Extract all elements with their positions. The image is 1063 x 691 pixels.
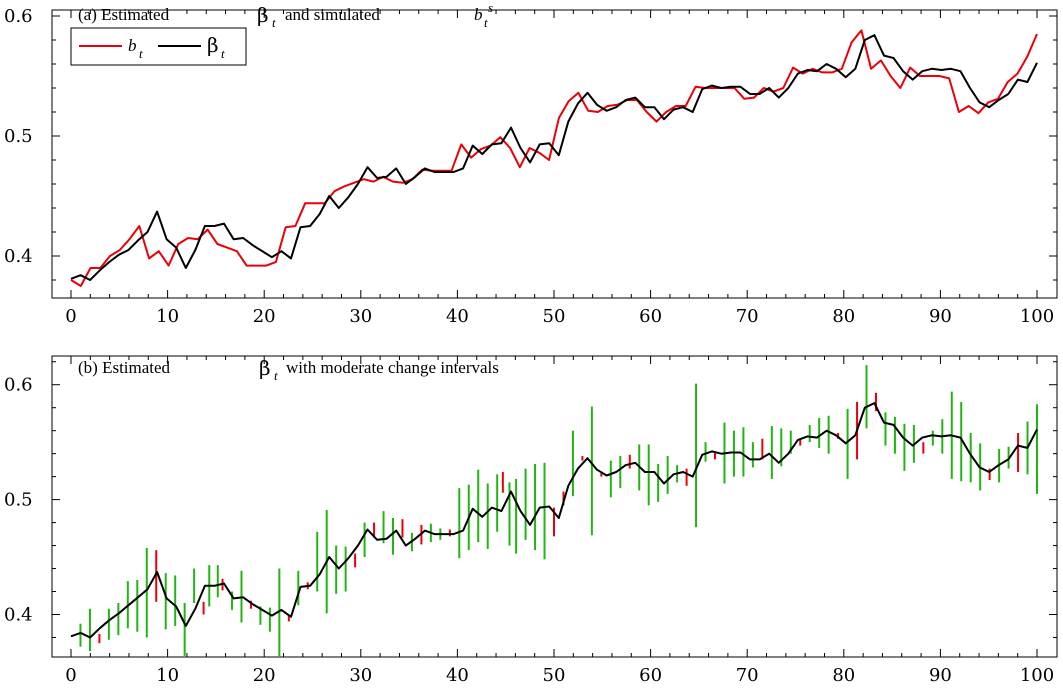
x-tick-label: 100: [1020, 306, 1054, 327]
x-tick-label: 60: [639, 665, 662, 686]
series-line: [70, 29, 1038, 287]
x-tick-label: 20: [253, 306, 276, 327]
x-tick-label: 40: [446, 665, 469, 686]
panel-a-title-prefix: (a) Estimated: [78, 5, 170, 24]
panel-a-title-beta-sub: t: [272, 15, 276, 30]
x-tick-label: 10: [156, 665, 179, 686]
y-tick-label: 0.5: [4, 490, 33, 511]
y-tick-label: 0.5: [4, 126, 33, 147]
x-tick-label: 70: [736, 306, 759, 327]
x-tick-label: 90: [929, 665, 952, 686]
panel-b-plot: 0 10 20 30 40 50 60 70 80 90 100 0.4 0.5 0.6: [4, 355, 1058, 686]
panel-b-title: (b) Estimated β t with moderate change i…: [78, 356, 499, 383]
panel-a-title-b-sup: s: [488, 0, 493, 15]
panel-a-plot: 0 10 20 30 40 50 60 70 80 90 100 0.4 0.5 0.6: [4, 6, 1058, 327]
series-line: [70, 34, 1038, 281]
y-tick-label: 0.4: [4, 246, 33, 267]
x-tick-label: 20: [253, 665, 276, 686]
panel-a-title-beta: β: [257, 3, 269, 27]
x-tick-label: 60: [639, 306, 662, 327]
legend-label-beta-sub: t: [221, 46, 225, 61]
panel-a-title-mid: and simulated: [285, 5, 380, 24]
panel-b-title-beta: β: [259, 356, 271, 380]
panel-b-title-rest: with moderate change intervals: [286, 358, 499, 377]
x-tick-label: 30: [349, 665, 372, 686]
x-tick-label: 80: [832, 665, 855, 686]
x-tick-label: 100: [1020, 665, 1054, 686]
x-tick-label: 70: [736, 665, 759, 686]
legend-label-beta: β: [207, 33, 219, 57]
x-tick-label: 90: [929, 306, 952, 327]
panel-a-title-b-sub: t: [484, 15, 488, 30]
legend-label-bt-sub: t: [139, 46, 143, 61]
panel-a-title-b: b: [474, 5, 483, 24]
panel-b-title-beta-sub: t: [274, 368, 278, 383]
x-tick-label: 0: [65, 665, 76, 686]
x-tick-label: 10: [156, 306, 179, 327]
y-tick-label: 0.6: [4, 6, 33, 27]
series-line: [70, 402, 1038, 639]
x-tick-label: 80: [832, 306, 855, 327]
legend-label-bt: b: [128, 36, 137, 55]
y-tick-label: 0.6: [4, 375, 33, 396]
panel-a-title: (a) Estimated β t and simulated b t s: [78, 0, 493, 30]
y-tick-label: 0.4: [4, 604, 33, 625]
x-tick-label: 0: [65, 306, 76, 327]
x-tick-label: 40: [446, 306, 469, 327]
legend: b t β t: [70, 27, 247, 66]
x-tick-label: 30: [349, 306, 372, 327]
x-tick-label: 50: [543, 665, 566, 686]
x-tick-label: 50: [543, 306, 566, 327]
panel-b-title-prefix: (b) Estimated: [78, 358, 171, 377]
